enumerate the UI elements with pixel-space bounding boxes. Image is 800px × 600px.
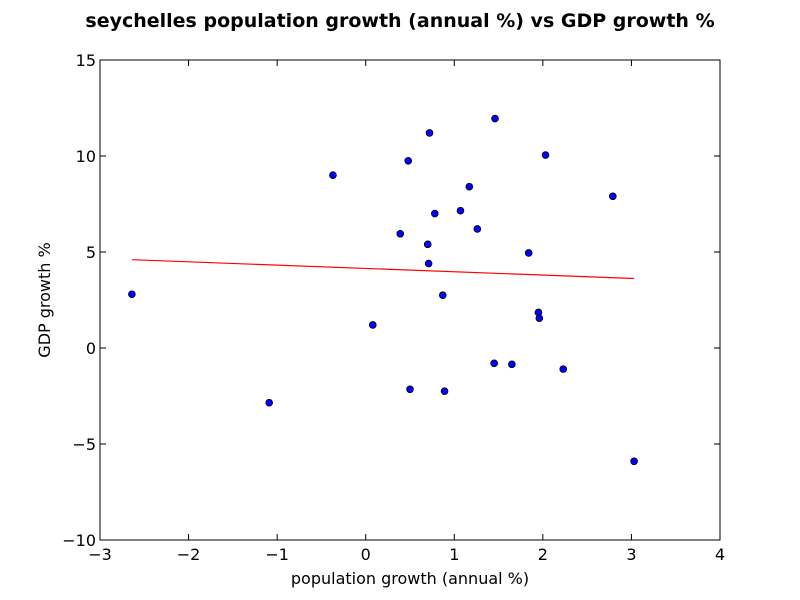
scatter-point bbox=[425, 129, 434, 137]
scatter-point bbox=[404, 157, 413, 165]
scatter-point bbox=[609, 192, 617, 201]
x-tick-label: 1 bbox=[449, 545, 459, 564]
scatter-point bbox=[423, 240, 432, 249]
x-tick-label: 3 bbox=[626, 545, 636, 564]
y-tick-label: 0 bbox=[86, 339, 96, 358]
scatter-point bbox=[406, 385, 414, 394]
scatter-point bbox=[368, 321, 377, 329]
y-tick-label: 15 bbox=[76, 51, 96, 70]
scatter-point bbox=[438, 291, 447, 300]
x-tick-label: 0 bbox=[361, 545, 371, 564]
plot-frame bbox=[99, 59, 721, 541]
scatter-point bbox=[559, 365, 568, 373]
x-tick-label: 2 bbox=[538, 545, 548, 564]
x-tick-label: 4 bbox=[715, 545, 725, 564]
scatter-point bbox=[396, 229, 405, 238]
scatter-point bbox=[465, 182, 474, 191]
plot-area bbox=[128, 114, 638, 466]
scatter-point bbox=[535, 314, 544, 323]
scatter-point bbox=[440, 387, 449, 396]
y-tick-label: −10 bbox=[62, 531, 96, 550]
scatter-point bbox=[508, 360, 516, 369]
scatter-point bbox=[430, 209, 439, 218]
x-axis-label: population growth (annual %) bbox=[291, 569, 529, 588]
trend-line bbox=[131, 259, 635, 280]
y-tick-label: 5 bbox=[86, 243, 96, 262]
scatter-point bbox=[329, 171, 337, 180]
x-axis: −3 −2 −1 0 1 2 3 4 bbox=[88, 60, 725, 564]
scatter-point bbox=[473, 225, 482, 233]
scatter-point bbox=[128, 290, 136, 299]
scatter-point bbox=[424, 259, 433, 268]
scatter-point bbox=[541, 151, 550, 159]
y-axis-label: GDP growth % bbox=[35, 242, 54, 357]
y-tick-label: −5 bbox=[72, 435, 96, 454]
x-tick-label: −2 bbox=[177, 545, 201, 564]
y-tick-label: 10 bbox=[76, 147, 96, 166]
scatter-point bbox=[456, 206, 465, 215]
x-tick-label: −1 bbox=[265, 545, 289, 564]
scatter-point bbox=[265, 398, 273, 407]
scatter-point bbox=[491, 114, 499, 123]
chart-title: seychelles population growth (annual %) … bbox=[85, 10, 714, 32]
x-tick-label: −3 bbox=[88, 545, 112, 564]
scatter-point bbox=[630, 457, 638, 466]
y-axis: −10 −5 0 5 10 15 bbox=[62, 51, 720, 550]
scatter-point bbox=[490, 359, 498, 368]
scatter-point bbox=[524, 249, 533, 257]
